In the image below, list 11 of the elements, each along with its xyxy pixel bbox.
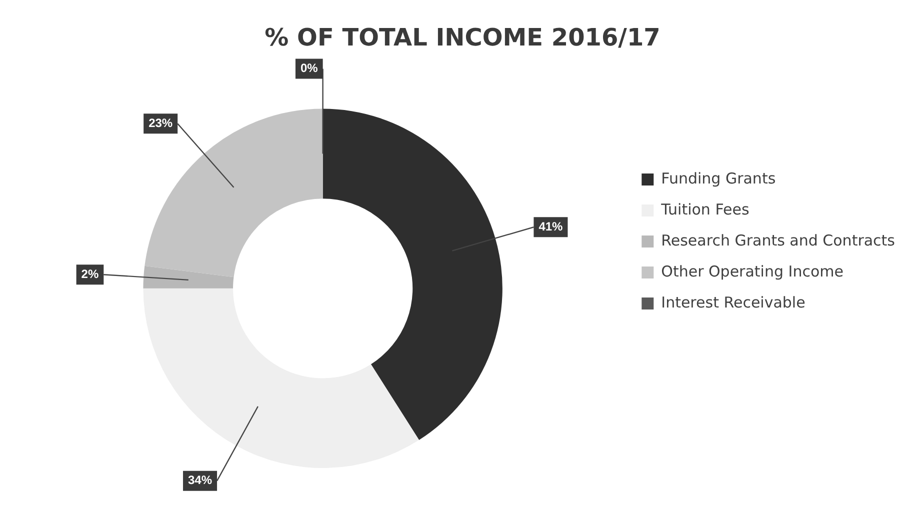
data-label: 41%: [538, 219, 564, 234]
data-label: 2%: [81, 266, 99, 281]
legend-label: Funding Grants: [661, 169, 776, 188]
chart-title: % OF TOTAL INCOME 2016/17: [264, 24, 660, 52]
legend-label: Other Operating Income: [661, 262, 844, 280]
data-label: 23%: [148, 116, 173, 130]
legend-label: Tuition Fees: [660, 200, 750, 218]
legend-label: Research Grants and Contracts: [661, 231, 896, 250]
legend-label: Interest Receivable: [661, 293, 806, 312]
data-label: 34%: [188, 473, 212, 488]
text: 0%: [300, 61, 318, 76]
